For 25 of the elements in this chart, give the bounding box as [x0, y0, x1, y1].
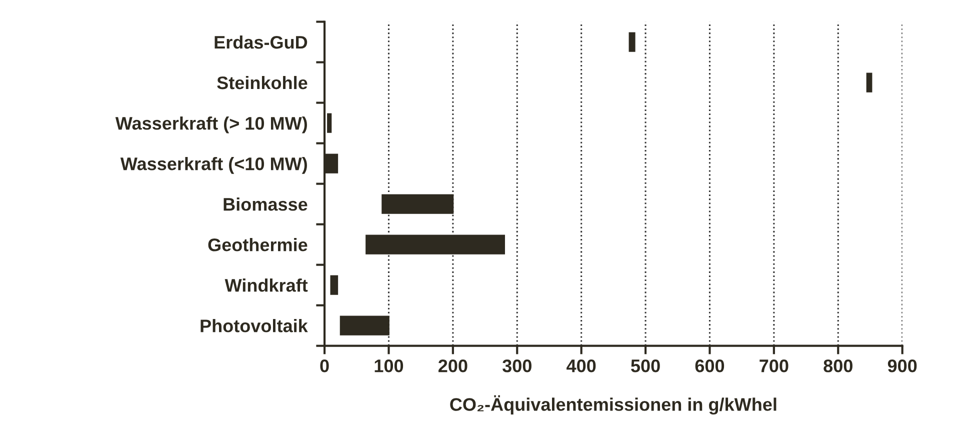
y-tick-label: Erdas-GuD: [214, 35, 308, 49]
x-tick-label: 400: [566, 359, 596, 372]
bar: [382, 194, 454, 214]
y-tick-label: Windkraft: [224, 278, 308, 292]
y-tick-label: Wasserkraft (> 10 MW): [115, 116, 307, 134]
x-tick-label: 800: [824, 359, 852, 372]
x-tick-label: 900: [888, 359, 917, 372]
x-tick-label: 200: [438, 359, 468, 372]
y-tick-label: Biomasse: [224, 198, 308, 211]
bar: [628, 32, 636, 52]
x-tick-label: 700: [760, 359, 788, 372]
y-tick-label: Steinkohle: [217, 76, 308, 90]
y-tick-label: Wasserkraft (<10 MW): [120, 156, 307, 174]
y-tick-label: Geothermie: [208, 238, 308, 252]
x-axis-title: CO₂-Äquivalentemissionen in g/kWhel: [450, 395, 776, 415]
x-tick-label: 100: [374, 359, 404, 372]
y-tick-label: Photovoltaik: [200, 319, 308, 332]
x-tick-label: 600: [695, 359, 724, 372]
x-tick-label: 500: [631, 359, 660, 372]
x-tick-label: 300: [502, 359, 532, 372]
bar: [366, 234, 505, 254]
bar: [340, 316, 390, 336]
bar: [866, 72, 872, 92]
bar: [330, 275, 338, 295]
x-tick-label: 0: [320, 359, 329, 372]
